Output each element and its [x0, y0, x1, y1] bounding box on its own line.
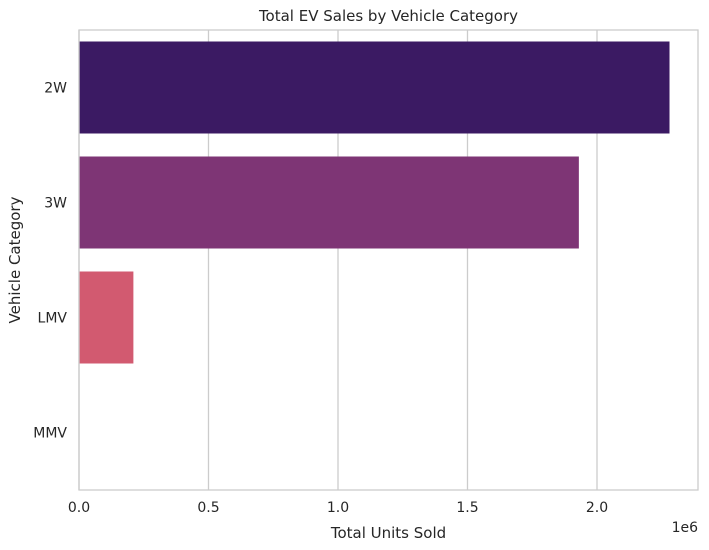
x-axis-label: Total Units Sold: [330, 524, 446, 542]
x-tick-label: 1.5: [456, 500, 478, 516]
y-tick-label: 3W: [44, 196, 67, 212]
y-tick-label: 2W: [44, 81, 67, 97]
x-scale-offset-label: 1e6: [672, 520, 699, 536]
bars: [79, 41, 670, 364]
x-tick-label: 0.0: [68, 500, 90, 516]
bar-2w: [79, 41, 670, 134]
y-tick-label: MMV: [33, 426, 67, 442]
plot-frame: [78, 29, 699, 491]
x-tick-label: 1.0: [327, 500, 349, 516]
x-tick-label: 2.0: [586, 500, 608, 516]
chart-title: Total EV Sales by Vehicle Category: [258, 7, 518, 25]
bar-lmv: [79, 271, 134, 364]
x-tick-label: 0.5: [197, 500, 219, 516]
bar-3w: [79, 156, 579, 249]
y-tick-label: LMV: [38, 311, 68, 327]
y-tick-labels: 2W 3W LMV MMV: [33, 81, 67, 442]
x-tick-labels: 0.0 0.5 1.0 1.5 2.0: [68, 500, 608, 516]
y-axis-label: Vehicle Category: [6, 196, 24, 323]
